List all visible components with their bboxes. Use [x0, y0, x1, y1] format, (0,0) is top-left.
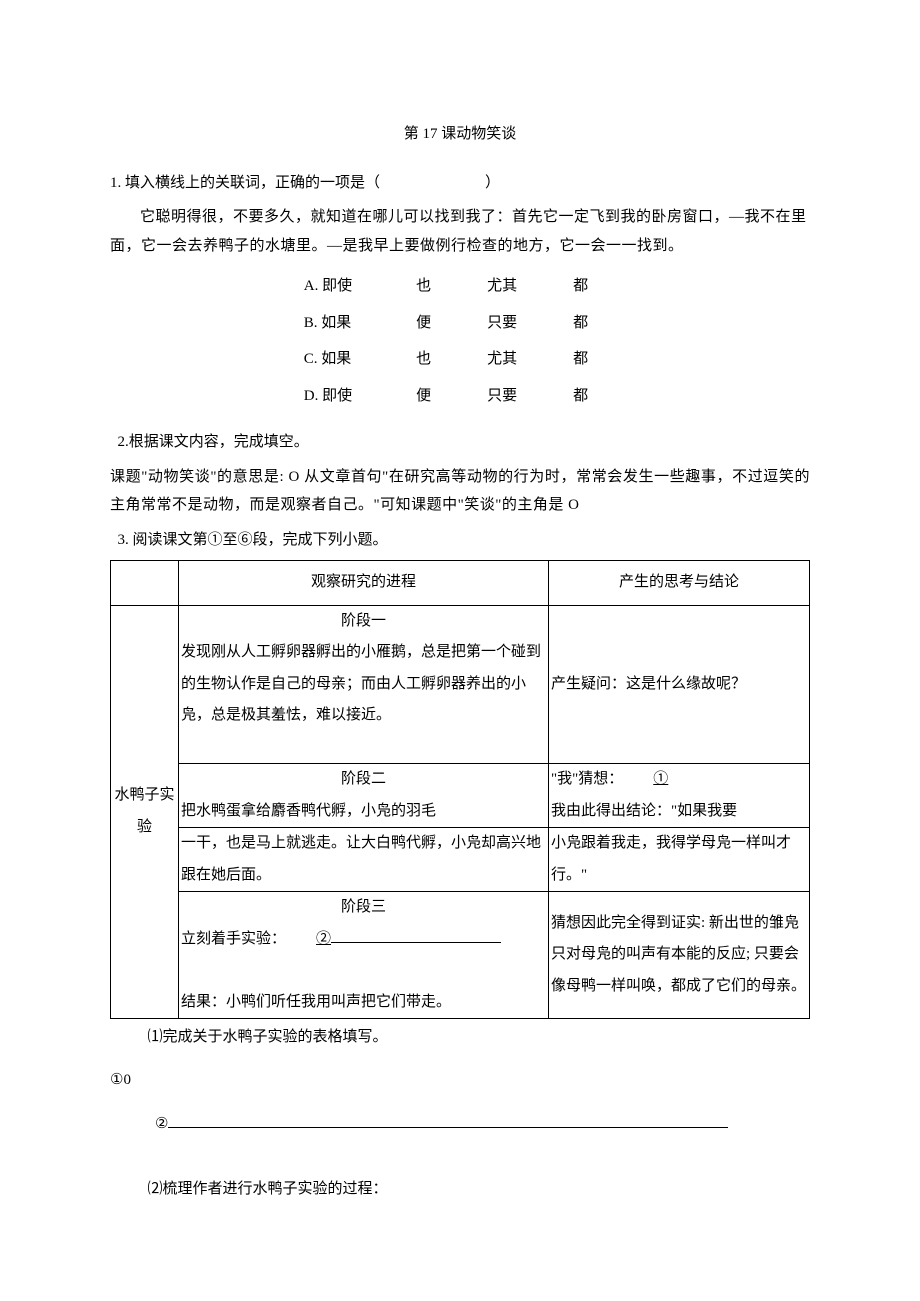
- option-row: C. 如果 也 尤其 都: [304, 341, 616, 378]
- option-cell: 都: [545, 268, 616, 305]
- stage2-right-a: "我"猜想： ① 我由此得出结论："如果我要: [549, 764, 810, 828]
- stage3-left: 阶段三 立刻着手实验： ② 结果：小鸭们听任我用叫声把它们带走。: [179, 892, 549, 1019]
- lesson-title: 第 17 课动物笑谈: [110, 120, 810, 149]
- option-row: D. 即使 便 只要 都: [304, 378, 616, 415]
- blank-2-num: ②: [316, 931, 331, 947]
- option-cell: 也: [388, 341, 459, 378]
- q3-sub2: ⑵梳理作者进行水鸭子实验的过程：: [110, 1175, 810, 1204]
- stage1-text: 发现刚从人工孵卵器孵出的小雁鹅，总是把第一个碰到的生物认作是自己的母亲；而由人工…: [181, 644, 541, 723]
- stage3-title: 阶段三: [181, 892, 546, 924]
- stage2-text-a: 把水鸭蛋拿给麝香鸭代孵，小凫的羽毛: [181, 803, 436, 819]
- table-header-right: 产生的思考与结论: [549, 561, 810, 606]
- option-cell: 都: [545, 305, 616, 342]
- q1-passage: 它聪明得很，不要多久，就知道在哪儿可以找到我了：首先它一定飞到我的卧房窗口，—我…: [110, 203, 810, 260]
- blank-2-line: [331, 942, 501, 943]
- option-label: B. 如果: [304, 305, 388, 342]
- option-cell: 便: [388, 378, 459, 415]
- stage2-left-a: 阶段二 把水鸭蛋拿给麝香鸭代孵，小凫的羽毛: [179, 764, 549, 828]
- stage2-left-b: 一干，也是马上就逃走。让大白鸭代孵，小凫却高兴地跟在她后面。: [179, 828, 549, 892]
- stage2-conclusion: 我由此得出结论："如果我要: [551, 803, 737, 819]
- stage2-right-c: 小凫跟着我走，我得学母凫一样叫才行。": [549, 828, 810, 892]
- option-cell: 尤其: [459, 268, 545, 305]
- option-cell: 都: [545, 341, 616, 378]
- option-cell: 尤其: [459, 341, 545, 378]
- option-label: C. 如果: [304, 341, 388, 378]
- stage2-guess-prefix: "我"猜想：: [551, 771, 623, 787]
- answer-2-line: [168, 1127, 728, 1128]
- q3-stem: 3. 阅读课文第①至⑥段，完成下列小题。: [110, 526, 810, 555]
- q1-options-table: A. 即使 也 尤其 都 B. 如果 便 只要 都 C. 如果 也 尤其 都 D…: [304, 268, 616, 414]
- stage1-left: 阶段一 发现刚从人工孵卵器孵出的小雁鹅，总是把第一个碰到的生物认作是自己的母亲；…: [179, 605, 549, 764]
- q3-answer-1: ①0: [110, 1066, 810, 1095]
- q2-stem: 2.根据课文内容，完成填空。: [110, 428, 810, 457]
- table-header-left: 观察研究的进程: [179, 561, 549, 606]
- stage1-right: 产生疑问：这是什么缘故呢？: [549, 605, 810, 764]
- experiment-table: 观察研究的进程 产生的思考与结论 水鸭子实验 阶段一 发现刚从人工孵卵器孵出的小…: [110, 560, 810, 1019]
- q1-stem: 1. 填入横线上的关联词，正确的一项是（ ）: [110, 169, 810, 198]
- q2-text: 课题"动物笑谈"的意思是: O 从文章首句"在研究高等动物的行为时，常常会发生一…: [110, 463, 810, 520]
- stage1-title: 阶段一: [181, 606, 546, 638]
- option-cell: 只要: [459, 305, 545, 342]
- blank-1-num: ①: [653, 771, 668, 787]
- stage3-prefix: 立刻着手实验：: [181, 931, 286, 947]
- option-label: D. 即使: [304, 378, 388, 415]
- answer-2-num: ②: [155, 1116, 168, 1132]
- option-cell: 也: [388, 268, 459, 305]
- option-cell: 只要: [459, 378, 545, 415]
- option-cell: 都: [545, 378, 616, 415]
- stage2-title: 阶段二: [181, 764, 546, 796]
- table-header-empty: [111, 561, 179, 606]
- stage3-right: 猜想因此完全得到证实: 新出世的雏凫只对母凫的叫声有本能的反应; 只要会像母鸭一…: [549, 892, 810, 1019]
- q3-answer-2: ②: [110, 1110, 810, 1139]
- option-row: B. 如果 便 只要 都: [304, 305, 616, 342]
- row-label: 水鸭子实验: [111, 605, 179, 1019]
- option-cell: 便: [388, 305, 459, 342]
- option-label: A. 即使: [304, 268, 388, 305]
- q3-sub1: ⑴完成关于水鸭子实验的表格填写。: [110, 1023, 810, 1052]
- option-row: A. 即使 也 尤其 都: [304, 268, 616, 305]
- stage3-result: 结果：小鸭们听任我用叫声把它们带走。: [181, 994, 451, 1010]
